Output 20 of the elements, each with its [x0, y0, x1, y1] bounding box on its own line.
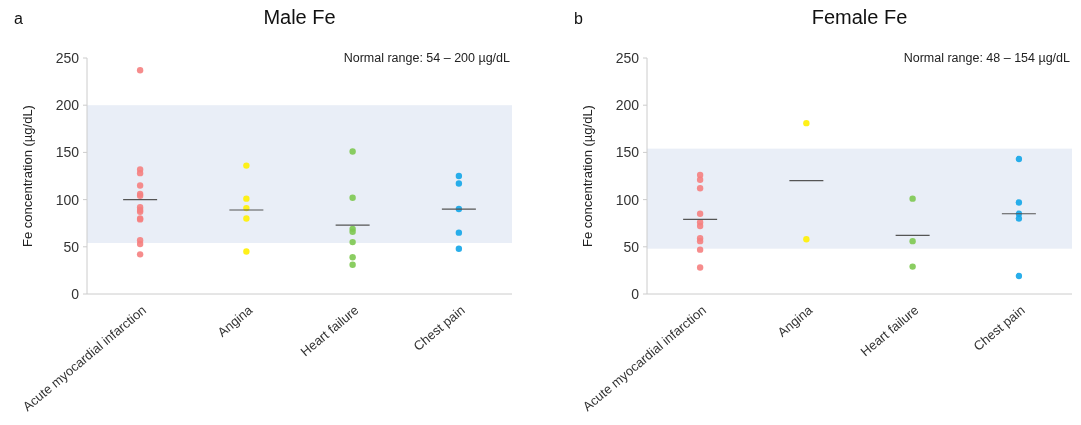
y-tick-label: 50 — [63, 238, 80, 255]
y-tick-label: 0 — [71, 285, 80, 302]
y-axis-title: Fe concentration (µg/dL) — [20, 105, 35, 247]
y-tick-label: 200 — [615, 97, 640, 114]
annotation: Normal range: 54 – 200 µg/dL — [343, 51, 511, 65]
y-axis-title: Fe concentration (µg/dL) — [580, 105, 595, 247]
y-tick-label: 250 — [55, 49, 80, 66]
y-tick-label: 150 — [55, 144, 80, 161]
chart-title: Male Fe — [263, 6, 336, 28]
y-tick-label: 0 — [631, 285, 640, 302]
y-tick-label: 200 — [55, 97, 80, 114]
text: a — [14, 10, 23, 27]
y-tick-label: 50 — [623, 238, 640, 255]
y-tick-label: 250 — [615, 49, 640, 66]
y-tick-label: 100 — [55, 191, 80, 208]
y-tick-label: 100 — [615, 191, 640, 208]
annotation: Normal range: 48 – 154 µg/dL — [903, 51, 1071, 65]
text: b — [574, 10, 583, 27]
chart-title: Female Fe — [811, 6, 908, 28]
y-tick-label: 150 — [615, 144, 640, 161]
